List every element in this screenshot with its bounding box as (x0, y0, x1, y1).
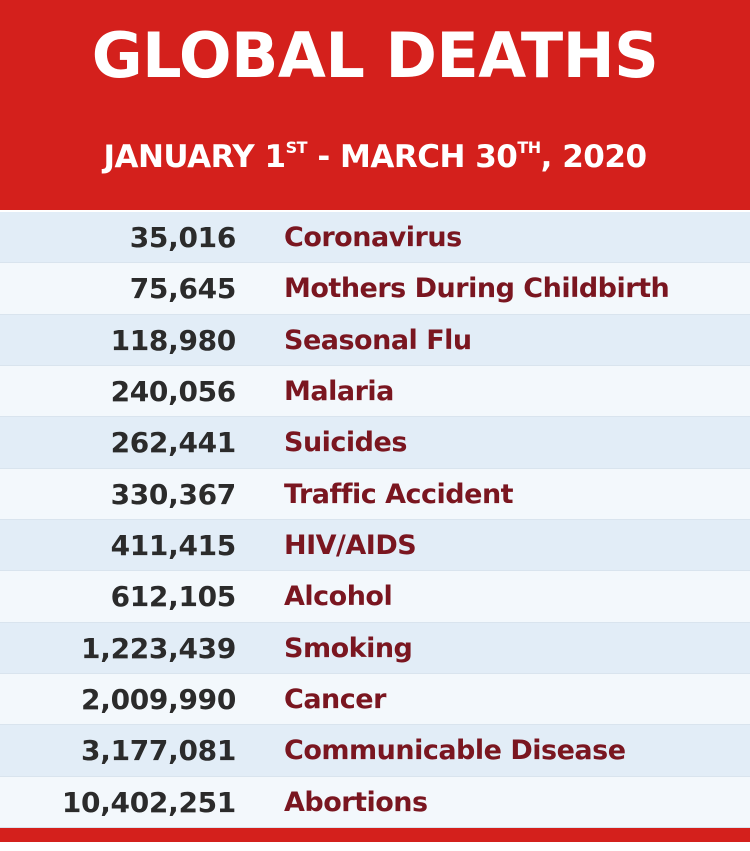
death-cause: Coronavirus (284, 222, 462, 253)
death-cause: Malaria (284, 375, 394, 407)
subtitle-start: JANUARY 1 (103, 139, 286, 175)
subtitle-separator: - MARCH 30 (307, 139, 518, 175)
death-cause: Mothers During Childbirth (284, 273, 670, 305)
death-count: 118,980 (110, 323, 237, 357)
subtitle-start-ordinal: ST (285, 138, 308, 157)
table-row: 330,367 Traffic Accident (0, 468, 750, 520)
table-row: 1,223,439 Smoking (0, 622, 750, 674)
death-cause: Suicides (284, 427, 407, 459)
death-cause: HIV/AIDS (284, 529, 417, 561)
date-range-subtitle: JANUARY 1ST - MARCH 30TH, 2020 (0, 132, 750, 182)
death-cause: Traffic Accident (284, 478, 514, 510)
death-cause: Communicable Disease (284, 735, 626, 767)
death-count: 612,105 (110, 580, 237, 614)
table-row: 118,980 Seasonal Flu (0, 314, 750, 366)
death-count: 2,009,990 (81, 682, 236, 716)
subtitle-end-ordinal: TH (517, 138, 541, 157)
death-count: 330,367 (110, 477, 237, 511)
death-count: 1,223,439 (81, 631, 236, 665)
table-row: 411,415 HIV/AIDS (0, 519, 750, 572)
death-count: 411,415 (110, 528, 237, 562)
table-row: 612,105 Alcohol (0, 571, 750, 623)
death-cause: Seasonal Flu (284, 324, 472, 356)
table-row: 262,441 Suicides (0, 417, 750, 469)
death-count: 240,056 (110, 374, 237, 408)
death-count: 75,645 (129, 272, 237, 306)
deaths-table: 35,016 Coronavirus 75,645 Mothers During… (0, 212, 750, 828)
death-cause: Abortions (284, 786, 428, 818)
death-cause: Alcohol (284, 581, 393, 613)
table-row: 2,009,990 Cancer (0, 673, 750, 726)
header-banner: GLOBAL DEATHS JANUARY 1ST - MARCH 30TH, … (0, 0, 750, 210)
table-row: 240,056 Malaria (0, 365, 750, 418)
table-row: 10,402,251 Abortions (0, 776, 750, 828)
death-count: 10,402,251 (61, 785, 236, 819)
footer-bar (0, 828, 750, 842)
subtitle-year: , 2020 (540, 139, 647, 175)
death-cause: Smoking (284, 632, 413, 664)
death-count: 3,177,081 (81, 734, 236, 768)
table-row: 3,177,081 Communicable Disease (0, 725, 750, 777)
table-row: 75,645 Mothers During Childbirth (0, 263, 750, 315)
table-row: 35,016 Coronavirus (0, 212, 750, 264)
page-title: GLOBAL DEATHS (91, 19, 659, 92)
death-count: 262,441 (110, 426, 237, 460)
death-cause: Cancer (284, 683, 386, 715)
death-count: 35,016 (129, 221, 237, 254)
